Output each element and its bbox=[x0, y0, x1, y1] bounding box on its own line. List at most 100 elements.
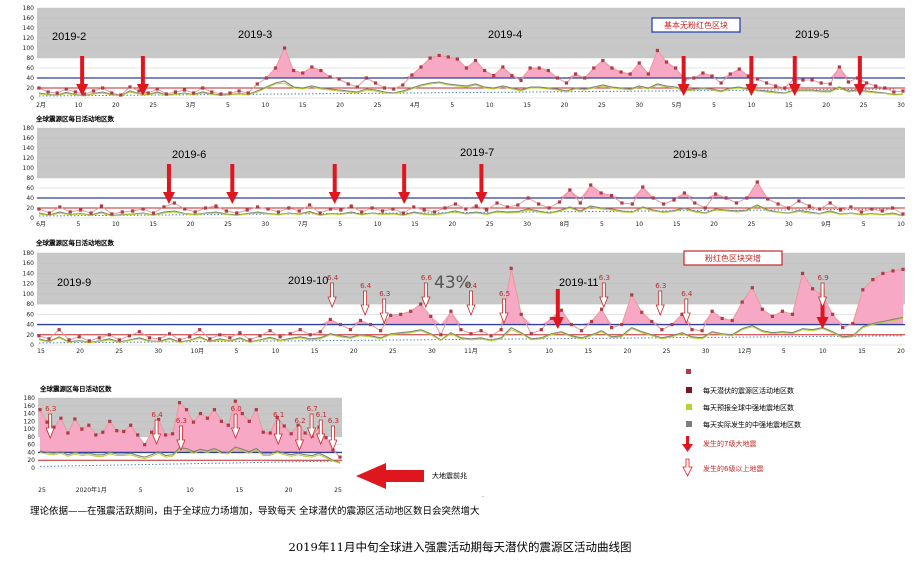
latent-point bbox=[318, 211, 322, 215]
latent-point bbox=[245, 208, 249, 212]
latent-point bbox=[391, 207, 395, 211]
latent-point bbox=[115, 429, 119, 433]
latent-point bbox=[99, 204, 104, 208]
segment-label: 2019-4 bbox=[488, 29, 522, 41]
latent-point bbox=[147, 336, 152, 340]
m6-magnitude-label: 6.4 bbox=[152, 411, 164, 419]
x-tick-label: 30 bbox=[702, 348, 710, 355]
x-tick-label: 10 bbox=[112, 221, 120, 228]
latent-point bbox=[45, 420, 49, 424]
latent-point bbox=[401, 83, 405, 87]
latent-point bbox=[328, 317, 332, 322]
series-forecast-line bbox=[38, 317, 904, 344]
x-tick-label: 30 bbox=[262, 221, 270, 228]
x-tick-label: 10 bbox=[272, 348, 280, 355]
pink-area-fill bbox=[40, 401, 340, 453]
latent-point bbox=[108, 419, 112, 423]
latent-point bbox=[776, 202, 780, 206]
m6-earthquake-arrow-icon bbox=[817, 282, 828, 309]
latent-point bbox=[73, 90, 77, 94]
latent-point bbox=[57, 328, 61, 332]
latent-point bbox=[901, 267, 905, 271]
y-tick-label: 160 bbox=[23, 15, 35, 22]
legend-forecast-swatch bbox=[686, 404, 692, 410]
x-tick-label: 5 bbox=[338, 221, 342, 228]
latent-point bbox=[131, 209, 135, 213]
y-tick-label: 120 bbox=[24, 418, 36, 425]
latent-point bbox=[473, 58, 478, 63]
x-tick-label: 10 bbox=[635, 221, 643, 228]
latent-point bbox=[162, 205, 166, 209]
latent-point bbox=[855, 76, 860, 80]
latent-point bbox=[177, 401, 182, 405]
latent-point bbox=[143, 443, 147, 447]
latent-point bbox=[682, 191, 686, 195]
latent-point bbox=[710, 309, 714, 313]
latent-point bbox=[851, 321, 855, 326]
latent-point bbox=[119, 93, 123, 97]
latent-point bbox=[278, 335, 282, 339]
latent-point bbox=[58, 205, 62, 209]
panel-title: 全球震源区每日活动地区数 bbox=[35, 238, 115, 247]
latent-point bbox=[901, 89, 905, 93]
m6-magnitude-label: 6.4 bbox=[681, 290, 693, 298]
latent-point bbox=[819, 81, 823, 85]
latent-point bbox=[449, 309, 453, 313]
latent-point bbox=[219, 92, 223, 96]
latent-point bbox=[64, 87, 68, 91]
latent-point bbox=[94, 433, 98, 437]
y-tick-label: 100 bbox=[23, 45, 35, 52]
latent-point bbox=[841, 326, 845, 330]
latent-point bbox=[871, 277, 875, 282]
x-tick-label: 5 bbox=[226, 102, 230, 109]
series-actual-line bbox=[38, 204, 904, 217]
theory-note: 理论依据——在强震活跃期间，由于全球应力场增加，导致每天 全球潜伏的震源区活动地… bbox=[30, 505, 480, 517]
latent-point bbox=[537, 66, 541, 70]
y-tick-label: 40 bbox=[26, 322, 34, 329]
x-tick-label: 15 bbox=[311, 348, 319, 355]
x-tick-label: 9月 bbox=[821, 221, 831, 228]
latent-point bbox=[183, 207, 187, 211]
m6-magnitude-label: 6.6 bbox=[421, 274, 433, 282]
x-tick-label: 6月 bbox=[36, 221, 46, 228]
m6-magnitude-label: 6.4 bbox=[360, 282, 372, 290]
m7-earthquake-arrow-icon bbox=[551, 289, 564, 329]
x-tick-label: 10 bbox=[262, 102, 270, 109]
latent-point bbox=[589, 183, 593, 187]
latent-point bbox=[38, 408, 42, 412]
y-tick-label: 20 bbox=[26, 205, 34, 212]
latent-point bbox=[655, 48, 660, 53]
latent-point bbox=[370, 206, 374, 210]
latent-point bbox=[555, 76, 559, 80]
x-tick-label: 20 bbox=[350, 348, 358, 355]
latent-point bbox=[328, 75, 332, 79]
latent-point bbox=[324, 436, 328, 440]
y-tick-label: 80 bbox=[26, 175, 34, 182]
latent-point bbox=[760, 307, 764, 311]
latent-point bbox=[489, 334, 493, 338]
x-tick-label: 10 bbox=[897, 221, 905, 228]
latent-point bbox=[289, 432, 293, 436]
m6-earthquake-arrow-icon bbox=[466, 290, 476, 317]
latent-point bbox=[73, 417, 77, 421]
latent-point bbox=[810, 78, 814, 82]
latent-point bbox=[865, 81, 869, 85]
latent-point bbox=[569, 322, 574, 327]
latent-point bbox=[628, 72, 632, 76]
m6-magnitude-label: 6.3 bbox=[176, 417, 187, 425]
latent-point bbox=[883, 86, 887, 90]
latent-point bbox=[764, 81, 769, 85]
latent-point bbox=[479, 329, 483, 333]
m6-earthquake-arrow-icon bbox=[231, 413, 241, 440]
latent-point bbox=[810, 287, 815, 291]
latent-point bbox=[831, 312, 835, 316]
y-tick-label: 140 bbox=[23, 25, 35, 32]
y-tick-label: 0 bbox=[30, 215, 34, 222]
latent-point bbox=[770, 314, 774, 318]
latent-point bbox=[228, 91, 232, 95]
latent-point bbox=[392, 87, 396, 91]
latent-point bbox=[77, 335, 81, 339]
percent-label: 43% bbox=[434, 273, 472, 293]
latent-point bbox=[485, 208, 489, 212]
latent-point bbox=[700, 329, 704, 333]
